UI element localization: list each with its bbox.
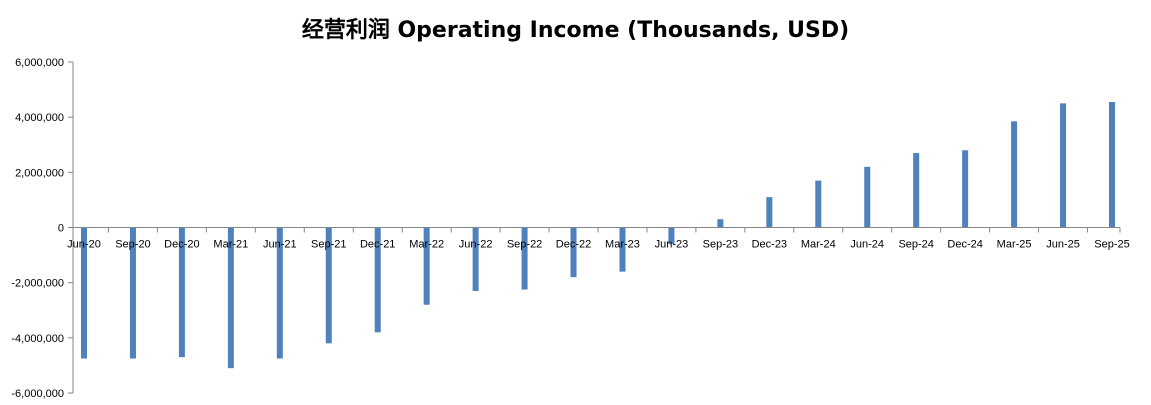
x-axis: Jun-20 Sep-20 Dec-20 Mar-21 Jun-21 Sep-21 Dec-… (67, 227, 1130, 251)
bar-dec-21 (374, 227, 381, 333)
x-tick-label: Mar-22 (409, 239, 444, 251)
x-tick-label: Jun-22 (459, 239, 493, 251)
bar-sep-24 (913, 153, 920, 228)
y-tick: -4,000,000 (11, 333, 73, 345)
x-tick-label: Jun-25 (1046, 239, 1080, 251)
y-tick-label: 2,000,000 (15, 167, 64, 179)
bar-sep-21 (325, 227, 332, 344)
x-tick-label: Jun-23 (655, 239, 689, 251)
y-tick-label: -6,000,000 (11, 388, 64, 400)
y-tick: 6,000,000 (15, 57, 73, 69)
bar-sep-22 (521, 227, 528, 290)
x-tick-label: Dec-21 (360, 239, 395, 251)
y-tick-label: 0 (58, 223, 64, 235)
x-tick-label: Mar-23 (605, 239, 640, 251)
x-tick-label: Jun-20 (67, 239, 101, 251)
y-tick: 4,000,000 (15, 112, 73, 124)
bar-sep-25 (1109, 101, 1115, 228)
x-tick-label: Dec-24 (947, 239, 982, 251)
bar-sep-23 (717, 219, 724, 228)
x-tick-label: Mar-21 (213, 239, 248, 251)
x-tick-label: Sep-22 (507, 239, 542, 251)
x-tick-label: Mar-25 (997, 239, 1032, 251)
y-tick-label: 6,000,000 (15, 57, 64, 69)
bar-mar-24 (815, 180, 822, 228)
x-tick-label: Sep-23 (703, 239, 738, 251)
bar-jun-23 (668, 227, 675, 245)
x-tick-label: Sep-24 (898, 239, 933, 251)
bar-jun-22 (472, 227, 479, 291)
bar-jun-21 (276, 227, 283, 359)
y-tick-label: -4,000,000 (11, 333, 64, 345)
bar-series (81, 101, 1115, 369)
x-tick-label: Sep-21 (311, 239, 346, 251)
x-tick-label: Jun-21 (263, 239, 297, 251)
chart-title: 经营利润 Operating Income (Thousands, USD) (301, 18, 850, 43)
bar-dec-24 (962, 150, 969, 228)
x-tick-label: Sep-25 (1094, 239, 1129, 251)
x-tick-label: Sep-20 (115, 239, 150, 251)
bar-dec-22 (570, 227, 577, 278)
bar-mar-25 (1011, 121, 1018, 228)
x-tick-label: Dec-22 (556, 239, 591, 251)
y-tick: 0 (58, 223, 73, 235)
y-axis: 6,000,000 4,000,000 2,000,000 0 -2,000,000 -4… (11, 57, 74, 400)
x-tick-label: Dec-23 (752, 239, 787, 251)
bar-sep-20 (129, 227, 136, 359)
bar-dec-20 (178, 227, 185, 358)
bar-mar-23 (619, 227, 626, 272)
bar-jun-20 (81, 227, 87, 359)
bar-dec-23 (766, 197, 773, 228)
bar-jun-24 (864, 166, 871, 228)
y-tick: 2,000,000 (15, 167, 73, 179)
x-tick-label: Dec-20 (164, 239, 199, 251)
bar-mar-21 (227, 227, 234, 369)
x-tick-label: Jun-24 (850, 239, 884, 251)
x-tick-label: Mar-24 (801, 239, 836, 251)
y-tick: -6,000,000 (11, 388, 73, 400)
bar-jun-25 (1060, 103, 1067, 228)
bar-mar-22 (423, 227, 430, 305)
y-tick: -2,000,000 (11, 278, 73, 290)
y-tick-label: 4,000,000 (15, 112, 64, 124)
y-tick-label: -2,000,000 (11, 278, 64, 290)
